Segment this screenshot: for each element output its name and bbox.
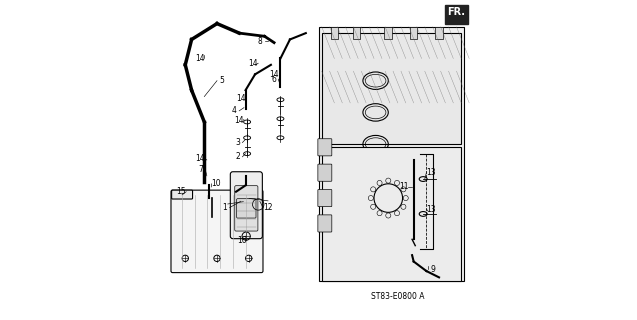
FancyBboxPatch shape (435, 27, 443, 39)
FancyBboxPatch shape (318, 139, 332, 156)
Text: 14: 14 (248, 59, 258, 68)
Text: 2: 2 (235, 152, 240, 161)
Text: 10: 10 (211, 179, 221, 188)
Text: 11: 11 (399, 182, 408, 191)
Text: 14: 14 (269, 70, 279, 79)
Text: 13: 13 (426, 168, 436, 177)
Text: 14: 14 (195, 154, 204, 163)
FancyBboxPatch shape (322, 33, 461, 144)
Polygon shape (445, 4, 468, 24)
Text: 14: 14 (195, 54, 204, 63)
FancyBboxPatch shape (237, 199, 256, 218)
FancyBboxPatch shape (353, 27, 361, 39)
Text: 14: 14 (234, 116, 243, 125)
Text: 6: 6 (271, 75, 276, 84)
FancyBboxPatch shape (171, 190, 263, 273)
Text: ST83-E0800 A: ST83-E0800 A (371, 292, 424, 301)
FancyBboxPatch shape (331, 27, 338, 39)
Text: 1: 1 (222, 203, 227, 212)
Text: 4: 4 (232, 106, 237, 115)
Text: 7: 7 (198, 165, 203, 174)
Text: FR.: FR. (447, 7, 466, 18)
Text: 14: 14 (236, 94, 246, 103)
FancyBboxPatch shape (318, 164, 332, 181)
FancyBboxPatch shape (318, 189, 332, 207)
FancyBboxPatch shape (171, 190, 192, 199)
FancyBboxPatch shape (231, 172, 262, 239)
Text: 9: 9 (430, 265, 435, 274)
Text: 3: 3 (235, 138, 240, 147)
Text: 16: 16 (237, 236, 247, 245)
Text: 8: 8 (257, 36, 262, 45)
FancyBboxPatch shape (322, 147, 461, 281)
FancyBboxPatch shape (410, 27, 417, 39)
FancyBboxPatch shape (235, 186, 258, 231)
FancyBboxPatch shape (318, 215, 332, 232)
Text: 12: 12 (263, 203, 273, 212)
Text: 5: 5 (219, 76, 224, 85)
Text: 13: 13 (426, 205, 436, 214)
FancyBboxPatch shape (318, 27, 464, 281)
FancyBboxPatch shape (385, 27, 392, 39)
Text: 15: 15 (176, 187, 186, 196)
